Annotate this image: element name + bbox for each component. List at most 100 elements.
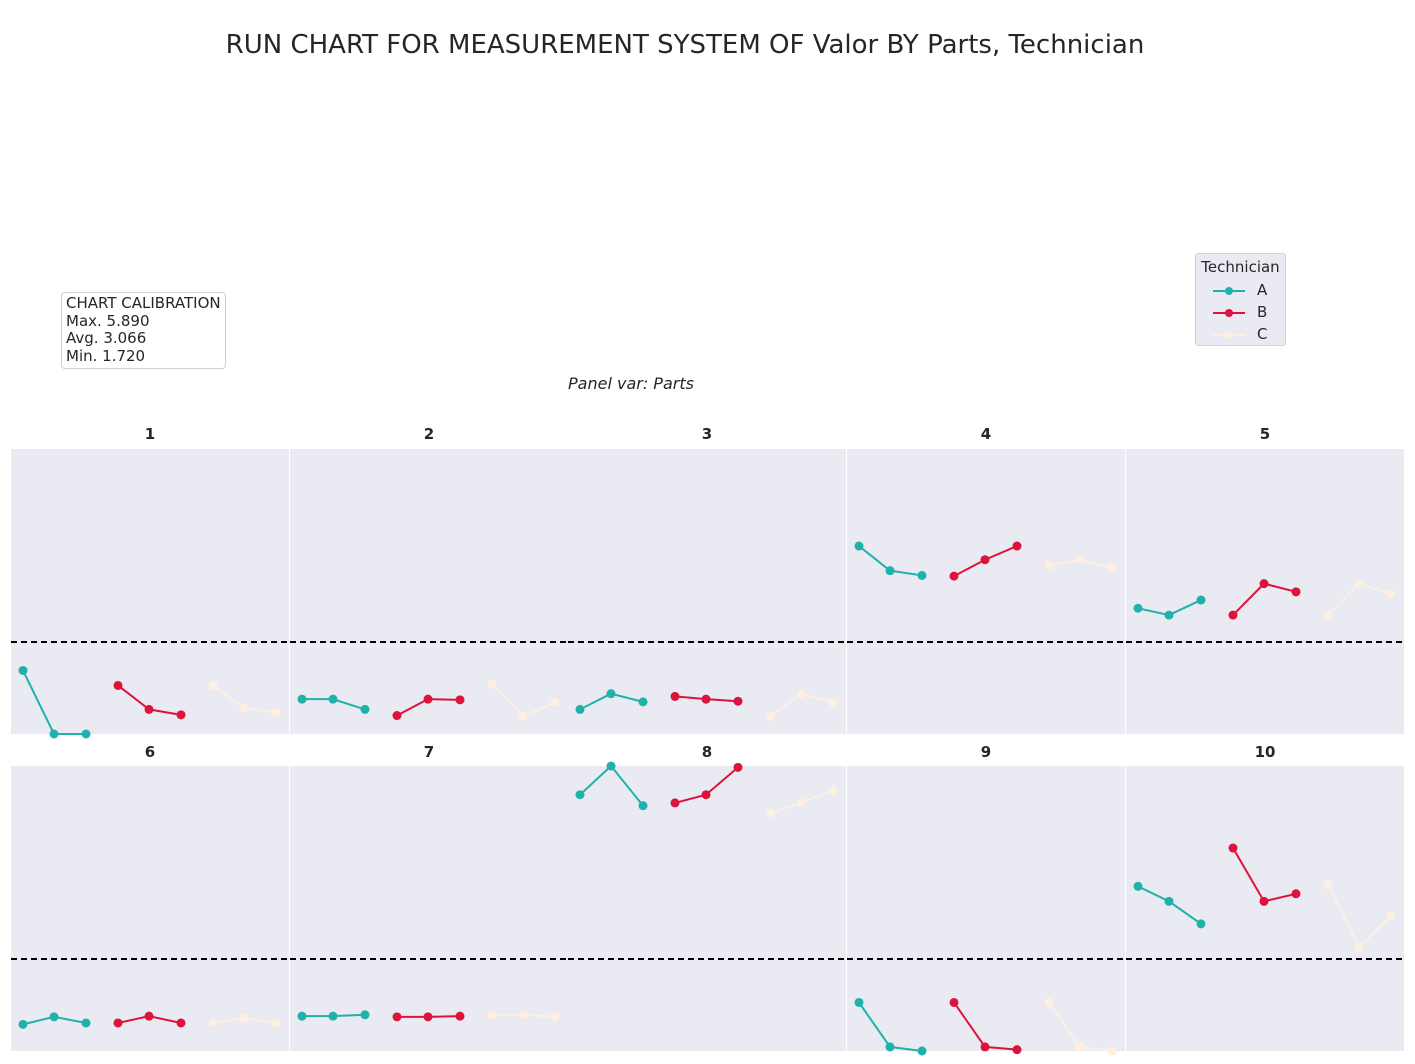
panel-10-point-A-3 [1196, 919, 1206, 929]
panel-7-title: 7 [424, 743, 434, 761]
panel-7-point-A-3 [360, 1010, 370, 1020]
panel-4-point-B-1 [949, 571, 959, 581]
panel-10-background [1126, 766, 1404, 1051]
panel-3-point-A-1 [575, 704, 585, 714]
panel-5-point-C-2 [1354, 579, 1364, 589]
panel-1-point-B-3 [176, 710, 186, 720]
panel-9-point-C-2 [1075, 1042, 1085, 1052]
legend-entry-a: A [1212, 281, 1282, 301]
panel-8-point-B-1 [670, 798, 680, 808]
panel-6-point-B-3 [176, 1018, 186, 1028]
panel-6-point-B-1 [113, 1018, 123, 1028]
panel-10-point-C-2 [1354, 942, 1364, 952]
panel-6-point-A-3 [81, 1018, 91, 1028]
panel-2-point-B-3 [455, 695, 465, 705]
panel-5-point-B-2 [1259, 579, 1269, 589]
legend-marker-b [1213, 309, 1245, 317]
panel-7-point-B-2 [423, 1012, 433, 1022]
panel-9-point-B-2 [980, 1042, 990, 1052]
panel-9-point-B-3 [1012, 1045, 1022, 1055]
panel-6-point-C-2 [239, 1013, 249, 1023]
panel-7-point-C-1 [487, 1010, 497, 1020]
legend-entry-c: C [1212, 325, 1282, 345]
panel-7-point-C-2 [518, 1010, 528, 1020]
legend: Technician A B C [1195, 253, 1286, 346]
panel-9-point-A-3 [917, 1046, 927, 1056]
panel-6-point-C-3 [271, 1018, 281, 1028]
calibration-min: Min. 1.720 [66, 346, 146, 365]
legend-title: Technician [1201, 258, 1280, 276]
legend-label-a: A [1257, 281, 1268, 299]
panel-4-point-A-1 [854, 541, 864, 551]
panel-1-point-C-1 [208, 680, 218, 690]
legend-marker-c [1213, 331, 1245, 339]
panel-7-point-A-1 [297, 1011, 307, 1021]
panel-4-point-B-3 [1012, 541, 1022, 551]
panel-9-background [847, 766, 1125, 1051]
panel-1-point-A-3 [81, 729, 91, 739]
panel-8-point-C-2 [796, 798, 806, 808]
panel-1-point-A-2 [49, 729, 59, 739]
panel-6-title: 6 [145, 743, 155, 761]
panel-6-point-B-2 [144, 1011, 154, 1021]
panel-2-point-C-2 [518, 711, 528, 721]
panel-9-point-A-2 [885, 1042, 895, 1052]
panel-5-point-A-2 [1164, 610, 1174, 620]
panel-8-point-A-3 [638, 801, 648, 811]
panel-5-point-C-3 [1386, 589, 1396, 599]
panel-2-background [290, 449, 568, 734]
panel-1-point-B-2 [144, 704, 154, 714]
panel-2-point-A-1 [297, 694, 307, 704]
panel-4-background [847, 449, 1125, 734]
panel-10-point-A-1 [1133, 881, 1143, 891]
panel-7-point-B-1 [392, 1012, 402, 1022]
panel-2-point-A-3 [360, 704, 370, 714]
panel-5-title: 5 [1260, 425, 1270, 443]
panel-4-point-A-2 [885, 566, 895, 576]
panel-1-point-B-1 [113, 680, 123, 690]
panel-2-point-A-2 [328, 694, 338, 704]
panel-8-point-B-2 [701, 790, 711, 800]
legend-entry-b: B [1212, 303, 1282, 323]
panel-8-point-A-2 [606, 761, 616, 771]
panel-2-point-B-2 [423, 694, 433, 704]
panel-1-title: 1 [145, 425, 155, 443]
calibration-heading: CHART CALIBRATION [66, 294, 221, 312]
panel-10-point-B-1 [1228, 843, 1238, 853]
panel-2-point-C-3 [550, 698, 560, 708]
panel-1-background [11, 449, 289, 734]
panel-9-point-B-1 [949, 997, 959, 1007]
panel-10-point-A-2 [1164, 896, 1174, 906]
panel-8-title: 8 [702, 743, 712, 761]
panel-3-point-C-2 [796, 689, 806, 699]
chart-title: RUN CHART FOR MEASUREMENT SYSTEM OF Valo… [225, 30, 1145, 60]
panel-7-background [290, 766, 568, 1051]
panel-4-point-C-1 [1044, 560, 1054, 570]
panel-2-point-C-1 [487, 679, 497, 689]
panel-1-point-A-1 [18, 665, 28, 675]
panel-8-point-A-1 [575, 790, 585, 800]
panel-3-point-A-2 [606, 689, 616, 699]
panel-10-title: 10 [1255, 743, 1276, 761]
panel-5-point-A-3 [1196, 595, 1206, 605]
panel-3-point-A-3 [638, 697, 648, 707]
panel-4-point-A-3 [917, 570, 927, 580]
panel-8-point-B-3 [733, 762, 743, 772]
calibration-box: CHART CALIBRATION Max. 5.890 Avg. 3.066 … [61, 292, 226, 369]
panel-5-point-B-1 [1228, 610, 1238, 620]
panel-4-point-C-2 [1075, 555, 1085, 565]
legend-marker-a [1213, 287, 1245, 295]
panel-9-point-C-3 [1107, 1046, 1117, 1056]
panel-5-point-C-1 [1323, 610, 1333, 620]
panel-7-point-B-3 [455, 1011, 465, 1021]
panel-3-background [568, 449, 846, 734]
panel-10-point-B-3 [1291, 889, 1301, 899]
panel-5-point-B-3 [1291, 587, 1301, 597]
panel-3-title: 3 [702, 425, 712, 443]
panel-6-background [11, 766, 289, 1051]
panel-5-background [1126, 449, 1404, 734]
panel-4-point-C-3 [1107, 563, 1117, 573]
panel-var-label: Panel var: Parts [568, 374, 694, 393]
panel-4-title: 4 [981, 425, 991, 443]
